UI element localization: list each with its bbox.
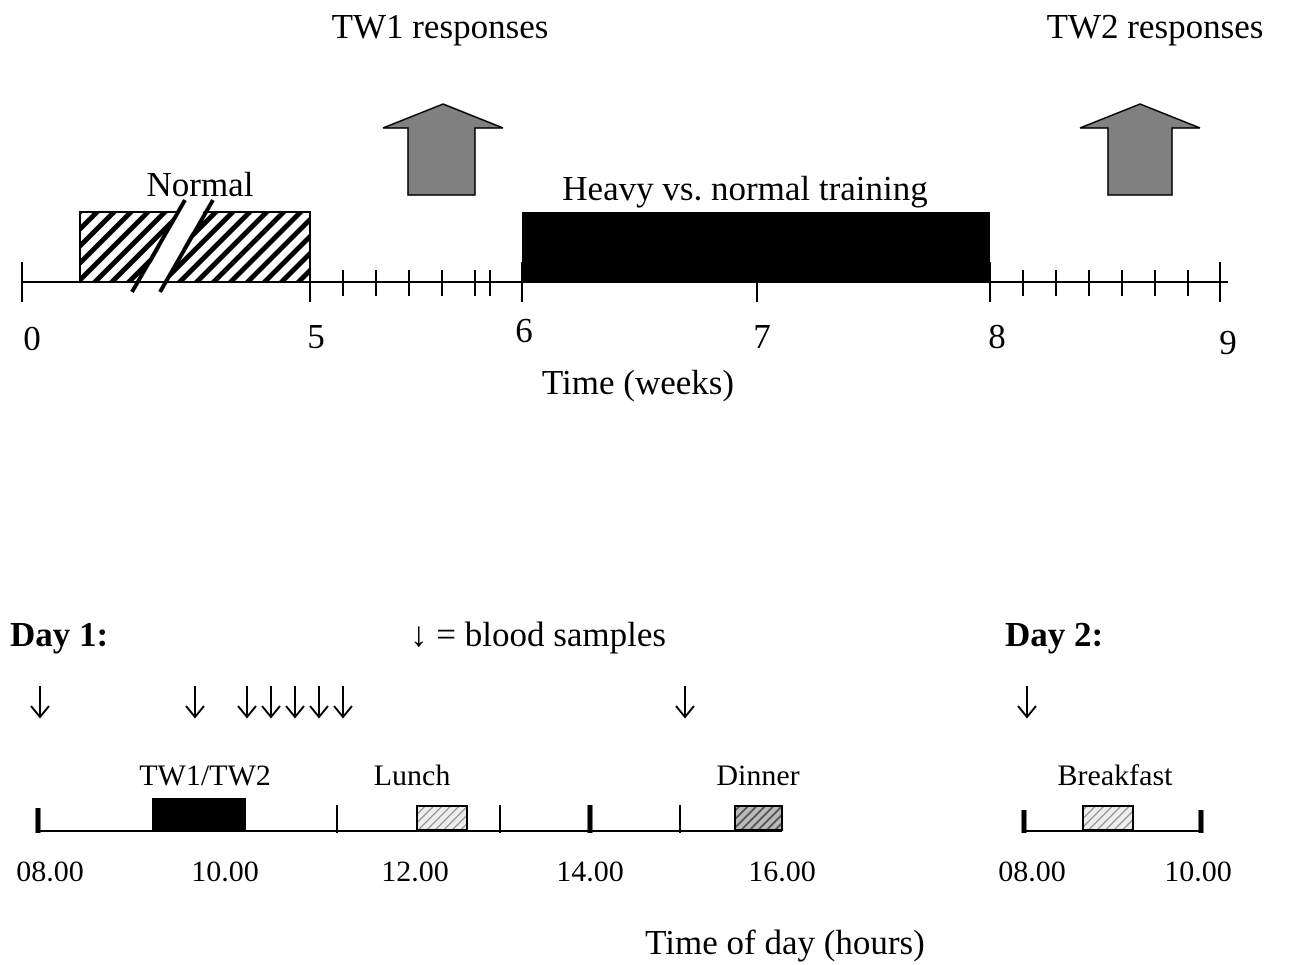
dinner-block xyxy=(734,805,783,831)
heavy-label: Heavy vs. normal training xyxy=(562,169,927,208)
tw2-arrow xyxy=(1079,103,1201,196)
week-timeline: TW1 responses TW2 responses Normal Heavy… xyxy=(21,7,1264,402)
tick-label: 10.00 xyxy=(1164,855,1232,888)
tick-label: 0 xyxy=(23,319,41,358)
tick-label: 08.00 xyxy=(16,855,84,888)
tick-label: 14.00 xyxy=(556,855,624,888)
lunch-block xyxy=(416,805,468,831)
break-line xyxy=(158,199,215,293)
legend: ↓ = blood samples xyxy=(410,615,666,654)
event-label: TW1/TW2 xyxy=(139,759,271,792)
break-line xyxy=(130,199,187,293)
tick-label: 5 xyxy=(307,317,325,356)
axis-label: Time (weeks) xyxy=(542,363,734,402)
tick-label: 6 xyxy=(515,311,533,350)
tick-label: 16.00 xyxy=(748,855,816,888)
day-timeline: Day 1: ↓ = blood samples Day 2: TW1/TW2 … xyxy=(10,615,1232,962)
tick-label: 12.00 xyxy=(381,855,449,888)
tick-label: 8 xyxy=(988,317,1006,356)
event-label: Breakfast xyxy=(1058,759,1174,792)
normal-label: Normal xyxy=(147,165,254,204)
tw-block xyxy=(152,798,246,831)
blood-sample-arrows xyxy=(30,686,1037,719)
tw1-label: TW1 responses xyxy=(332,7,549,46)
ticks xyxy=(21,262,1221,302)
tick-label: 10.00 xyxy=(191,855,259,888)
ticks xyxy=(35,805,1204,833)
tw1-arrow xyxy=(382,103,504,196)
break-gap xyxy=(135,200,210,292)
tick-label: 9 xyxy=(1219,323,1237,362)
breakfast-block xyxy=(1082,805,1134,831)
tick-label: 08.00 xyxy=(998,855,1066,888)
tick-label: 7 xyxy=(753,317,771,356)
tw2-label: TW2 responses xyxy=(1047,7,1264,46)
day1-label: Day 1: xyxy=(10,615,108,654)
day2-label: Day 2: xyxy=(1005,615,1103,654)
axis-label: Time of day (hours) xyxy=(645,923,925,962)
event-label: Lunch xyxy=(374,759,451,792)
event-label: Dinner xyxy=(716,759,799,792)
